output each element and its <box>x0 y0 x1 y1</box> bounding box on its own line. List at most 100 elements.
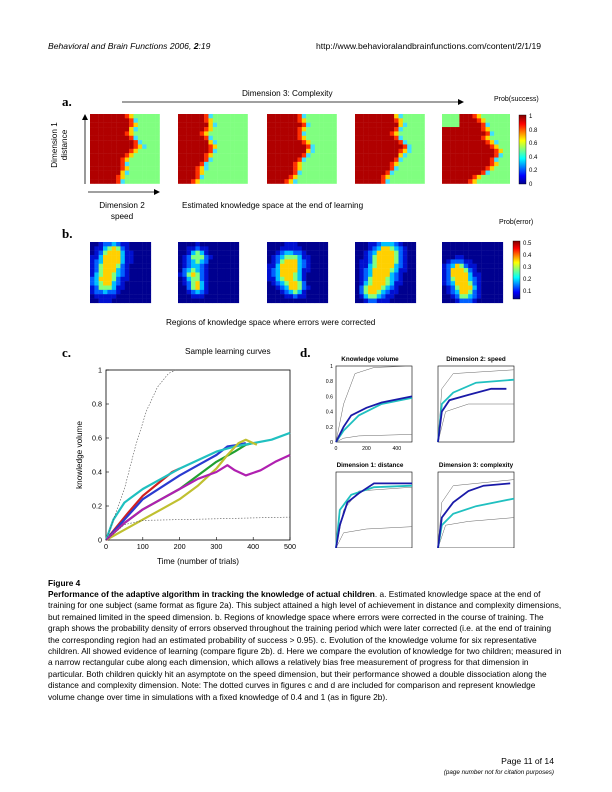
journal-volume: 2 <box>193 41 199 51</box>
chart-title: Sample learning curves <box>185 347 271 356</box>
d-y-tick-label: 0 <box>330 440 333 446</box>
panel-a-subtitle: Estimated knowledge space at the end of … <box>182 201 364 210</box>
reference-curve-high <box>437 479 515 548</box>
reference-curve-low <box>437 403 514 443</box>
child-curve-blue <box>335 482 412 548</box>
journal-article: :19 <box>198 41 211 51</box>
x-tick-label: 200 <box>174 542 186 551</box>
y-tick-label: 0.4 <box>92 468 102 477</box>
subplot-frame <box>335 365 413 443</box>
success-tick-1: 0.8 <box>529 128 538 134</box>
x-tick-label: 0 <box>104 542 108 551</box>
figure-caption: Performance of the adaptive algorithm in… <box>48 589 563 703</box>
learning-curve-3 <box>104 431 291 541</box>
subplot-title-complexity: Dimension 3: complexity <box>439 462 514 469</box>
page-number: Page 11 of 14 <box>501 756 554 766</box>
panel-b-label: b. <box>62 226 73 241</box>
dimension2-arrow <box>88 189 160 195</box>
error-tile <box>355 242 417 304</box>
success-tick-2: 0.6 <box>529 141 538 147</box>
error-tick-3: 0.2 <box>523 277 532 283</box>
citation-note: (page number not for citation purposes) <box>443 769 554 776</box>
dimension1-label-line1: Dimension 1 <box>50 122 59 168</box>
x-tick-label: 400 <box>247 542 259 551</box>
error-colorbar: 0.5 0.4 0.3 0.2 0.1 <box>512 240 532 300</box>
dimension2-axis-label: Dimension 2 speed <box>94 200 150 222</box>
running-header-url[interactable]: http://www.behavioralandbrainfunctions.c… <box>316 41 542 51</box>
subplot-title-volume: Knowledge volume <box>341 356 399 363</box>
learning-curve-4 <box>105 438 258 541</box>
learning-curve-2 <box>105 442 254 541</box>
y-axis-label: knowledge volume <box>75 421 84 489</box>
learning-curve-7 <box>105 516 291 541</box>
dimension1-axis-label: Dimension 1 distance <box>50 110 70 180</box>
x-tick-label: 100 <box>137 542 149 551</box>
success-tick-5: 0 <box>529 182 533 188</box>
journal-name: Behavioral and Brain Functions <box>48 41 168 51</box>
running-header-journal: Behavioral and Brain Functions 2006, 2:1… <box>48 41 210 51</box>
learning-curve-6 <box>105 369 177 541</box>
panel-d-label: d. <box>300 345 311 360</box>
prob-success-title: Prob(success) <box>494 96 539 103</box>
x-tick-label: 500 <box>284 542 296 551</box>
subplot-title-speed: Dimension 2: speed <box>446 356 506 363</box>
x-tick-label: 300 <box>210 542 222 551</box>
heatmap-tile <box>442 114 510 184</box>
child-curve-cyan <box>335 484 413 548</box>
success-tick-0: 1 <box>529 114 533 120</box>
heatmap-tile <box>355 114 425 184</box>
error-tick-0: 0.5 <box>523 241 532 247</box>
y-tick-label: 1 <box>98 366 102 375</box>
knowledge-space-heatmaps <box>90 114 510 184</box>
dimension-comparison-plots: Knowledge volume Dimension 2: speed Dime… <box>326 356 515 548</box>
d-x-tick-label: 0 <box>335 446 338 452</box>
figure-label: Figure 4 <box>48 578 81 588</box>
child-curve-blue <box>335 395 413 443</box>
learning-curve-1 <box>105 442 247 541</box>
reference-curve-low <box>335 526 413 548</box>
error-tick-1: 0.4 <box>523 253 532 259</box>
d-y-tick-label: 0.4 <box>326 410 333 416</box>
error-tile <box>178 242 240 304</box>
reference-curve-high <box>335 486 413 548</box>
caption-title: Performance of the adaptive algorithm in… <box>48 589 375 599</box>
journal-year: 2006, <box>169 41 192 51</box>
child-curve-blue <box>437 387 507 443</box>
subplot-frame <box>335 471 413 548</box>
success-tick-4: 0.2 <box>529 168 538 174</box>
panel-b-subtitle: Regions of knowledge space where errors … <box>166 318 376 327</box>
dimension1-arrow <box>82 114 88 184</box>
error-tile <box>90 242 152 304</box>
heatmap-tile <box>267 114 337 184</box>
subplot-frame <box>437 471 515 548</box>
panel-a-label: a. <box>62 94 72 109</box>
error-tick-2: 0.3 <box>523 265 532 271</box>
plot-frame <box>105 369 291 541</box>
complexity-arrow-label: Dimension 3: Complexity <box>240 89 335 98</box>
reference-curve-high <box>335 365 413 443</box>
caption-body: . a. Estimated knowledge space at the en… <box>48 589 562 702</box>
d-y-tick-label: 1 <box>330 364 333 370</box>
success-colorbar: 1 0.8 0.6 0.4 0.2 0 <box>518 114 538 188</box>
y-tick-label: 0 <box>98 536 102 545</box>
child-curve-blue <box>437 482 511 548</box>
success-tick-3: 0.4 <box>529 155 538 161</box>
prob-error-title: Prob(error) <box>499 219 534 226</box>
d-x-tick-label: 200 <box>362 446 371 452</box>
complexity-arrow <box>122 99 464 105</box>
error-tile <box>267 242 329 304</box>
dimension2-label-line2: speed <box>110 212 134 221</box>
d-y-tick-label: 0.2 <box>326 425 333 431</box>
d-x-tick-label: 400 <box>392 446 401 452</box>
heatmap-tile <box>90 114 160 184</box>
x-axis-label: Time (number of trials) <box>157 557 239 566</box>
learning-curve-5 <box>105 454 291 541</box>
learning-curves-chart: Sample learning curves 0 100 200 300 400 500 0… <box>75 347 296 566</box>
d-y-tick-label: 0.6 <box>326 394 333 400</box>
child-curve-cyan <box>335 397 413 443</box>
y-tick-label: 0.8 <box>92 400 102 409</box>
error-density-heatmaps <box>90 242 504 304</box>
y-tick-label: 0.2 <box>92 502 102 511</box>
subplot-title-distance: Dimension 1: distance <box>337 462 404 469</box>
d-y-tick-label: 0.8 <box>326 379 333 385</box>
